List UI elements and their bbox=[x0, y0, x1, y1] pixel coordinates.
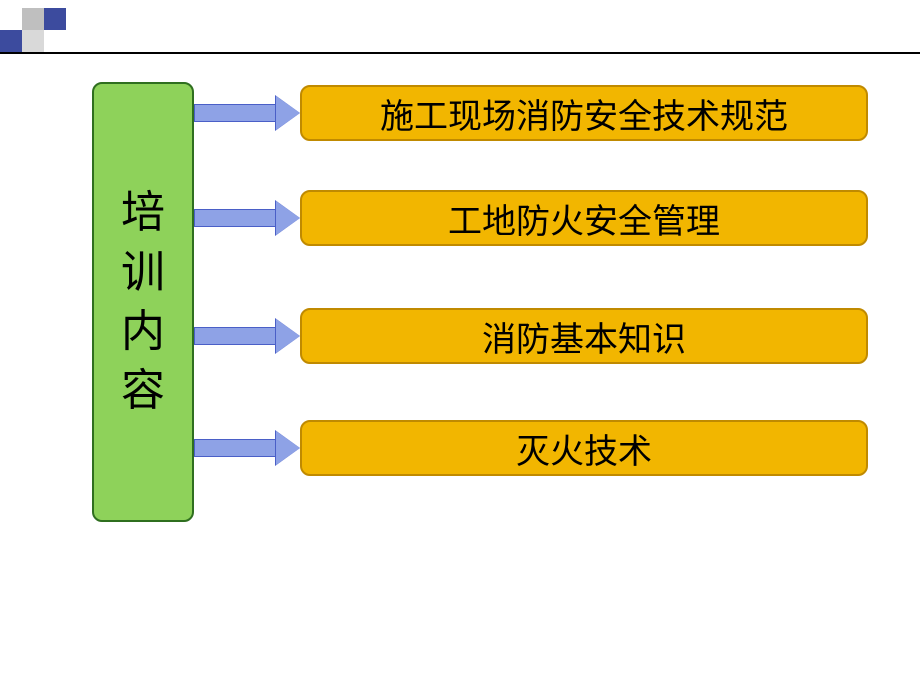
decor-square bbox=[22, 30, 44, 52]
source-box: 培训内容 bbox=[92, 82, 194, 522]
item-box-0: 施工现场消防安全技术规范 bbox=[300, 85, 868, 141]
item-label: 施工现场消防安全技术规范 bbox=[380, 89, 788, 138]
item-label: 消防基本知识 bbox=[482, 312, 686, 361]
item-box-2: 消防基本知识 bbox=[300, 308, 868, 364]
decor-square bbox=[22, 8, 44, 30]
arrow-1 bbox=[194, 201, 300, 235]
arrow-shaft bbox=[194, 439, 276, 457]
item-box-3: 灭火技术 bbox=[300, 420, 868, 476]
arrow-shaft bbox=[194, 327, 276, 345]
slide: 培训内容 施工现场消防安全技术规范工地防火安全管理消防基本知识灭火技术 bbox=[0, 0, 920, 690]
corner-decor bbox=[0, 0, 120, 48]
arrow-2 bbox=[194, 319, 300, 353]
source-char: 内 bbox=[121, 302, 165, 361]
decor-square bbox=[0, 30, 22, 52]
arrow-head bbox=[276, 201, 300, 235]
source-char: 容 bbox=[121, 361, 165, 420]
arrow-0 bbox=[194, 96, 300, 130]
decor-square bbox=[44, 8, 66, 30]
arrow-shaft bbox=[194, 104, 276, 122]
decor-line bbox=[0, 52, 920, 54]
item-label: 工地防火安全管理 bbox=[448, 194, 720, 243]
item-label: 灭火技术 bbox=[516, 424, 652, 473]
arrow-shaft bbox=[194, 209, 276, 227]
source-char: 培 bbox=[121, 183, 165, 242]
arrow-head bbox=[276, 319, 300, 353]
arrow-3 bbox=[194, 431, 300, 465]
source-char: 训 bbox=[121, 243, 165, 302]
source-label: 培训内容 bbox=[121, 183, 165, 421]
item-box-1: 工地防火安全管理 bbox=[300, 190, 868, 246]
arrow-head bbox=[276, 431, 300, 465]
arrow-head bbox=[276, 96, 300, 130]
